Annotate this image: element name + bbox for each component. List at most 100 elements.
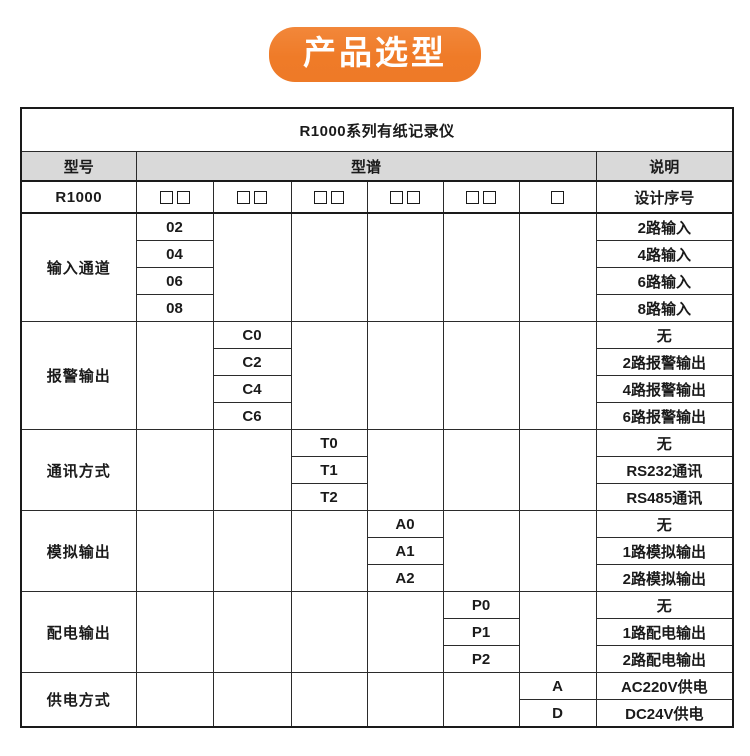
table-body: R1000系列有纸记录仪 型号 型谱 说明 R1000 设计序号 输入通道 02 2路输入 04 4… — [20, 107, 734, 728]
blank-cell — [366, 672, 444, 728]
table-row: 报警输出 C0 无 — [20, 321, 734, 430]
option-code: A2 — [366, 564, 444, 592]
slot-square — [176, 191, 190, 205]
blank-cell — [366, 212, 444, 322]
blank-cell — [442, 321, 520, 430]
option-description: 1路配电输出 — [595, 618, 734, 646]
header-spectrum: 型谱 — [135, 151, 597, 182]
table-row: C2 2路报警输出 — [21, 348, 734, 376]
option-code: C2 — [212, 348, 292, 376]
blank-cell — [442, 510, 520, 592]
table-title: R1000系列有纸记录仪 — [20, 107, 734, 152]
model-slot-4 — [366, 180, 444, 214]
table-row: T1 RS232通讯 — [21, 456, 734, 484]
option-description: 8路输入 — [595, 294, 734, 322]
product-selection-table: R1000系列有纸记录仪 型号 型谱 说明 R1000 设计序号 输入通道 02 2路输入 04 4… — [20, 107, 735, 728]
table-row: T2 RS485通讯 — [21, 483, 734, 511]
option-description: DC24V供电 — [595, 699, 734, 728]
option-code: C0 — [212, 321, 292, 349]
blank-cell — [518, 321, 597, 430]
option-description: 6路报警输出 — [595, 402, 734, 430]
option-code: 08 — [135, 294, 214, 322]
header-description: 说明 — [595, 151, 734, 182]
table-row: 供电方式 A AC220V供电 — [20, 672, 734, 728]
slot-square — [483, 191, 496, 205]
blank-cell — [212, 510, 292, 592]
table-row: C4 4路报警输出 — [21, 375, 734, 403]
option-code: A1 — [366, 537, 444, 565]
model-slot-5 — [442, 180, 520, 214]
blank-cell — [518, 510, 597, 592]
group-label-4: 模拟输出 — [20, 510, 137, 592]
model-row: R1000 设计序号 — [20, 180, 734, 214]
option-code: C4 — [212, 375, 292, 403]
table-row: 通讯方式 T0 无 — [20, 429, 734, 511]
group-label-5: 配电输出 — [20, 591, 137, 673]
option-code: 06 — [135, 267, 214, 295]
option-description: 2路模拟输出 — [595, 564, 734, 592]
blank-cell — [290, 212, 368, 322]
option-description: 4路报警输出 — [595, 375, 734, 403]
option-code: T1 — [290, 456, 368, 484]
group-label-6: 供电方式 — [20, 672, 137, 728]
slot-square — [551, 191, 564, 205]
blank-cell — [290, 591, 368, 673]
blank-cell — [366, 429, 444, 511]
blank-cell — [366, 591, 444, 673]
option-code: 04 — [135, 240, 214, 268]
blank-cell — [366, 321, 444, 430]
blank-cell — [442, 672, 520, 728]
blank-cell — [442, 212, 520, 322]
blank-cell — [518, 212, 597, 322]
option-code: A — [518, 672, 597, 700]
model-slot-2 — [212, 180, 292, 214]
group-label-3: 通讯方式 — [20, 429, 137, 511]
model-slot-6 — [518, 180, 597, 214]
model-description: 设计序号 — [595, 180, 734, 214]
option-description: 1路模拟输出 — [595, 537, 734, 565]
blank-cell — [135, 429, 214, 511]
option-code: D — [518, 699, 597, 728]
table-row: C6 6路报警输出 — [21, 402, 734, 430]
option-code: T2 — [290, 483, 368, 511]
option-code: 02 — [135, 212, 214, 241]
blank-cell — [290, 672, 368, 728]
blank-cell — [518, 591, 597, 673]
blank-cell — [212, 212, 292, 322]
option-code: A0 — [366, 510, 444, 538]
option-code: P0 — [442, 591, 520, 619]
option-description: 2路配电输出 — [595, 645, 734, 673]
option-description: 无 — [595, 510, 734, 538]
option-description: 无 — [595, 321, 734, 349]
blank-cell — [135, 510, 214, 592]
table-row: P2 2路配电输出 — [21, 645, 734, 673]
option-code: C6 — [212, 402, 292, 430]
blank-cell — [290, 321, 368, 430]
table-row: 模拟输出 A0 无 — [20, 510, 734, 592]
option-code: T0 — [290, 429, 368, 457]
blank-cell — [290, 510, 368, 592]
option-description: 无 — [595, 591, 734, 619]
option-code: P2 — [442, 645, 520, 673]
option-description: 2路报警输出 — [595, 348, 734, 376]
option-description: AC220V供电 — [595, 672, 734, 700]
model-slot-1 — [135, 180, 214, 214]
table-row: A2 2路模拟输出 — [21, 564, 734, 592]
group-label-2: 报警输出 — [20, 321, 137, 430]
slot-square — [390, 191, 403, 205]
option-description: 6路输入 — [595, 267, 734, 295]
header-model: 型号 — [20, 151, 137, 182]
table-row: 配电输出 P0 无 — [20, 591, 734, 673]
blank-cell — [212, 429, 292, 511]
slot-square — [254, 191, 267, 205]
blank-cell — [212, 672, 292, 728]
model-slot-3 — [290, 180, 368, 214]
page-title-banner: 产品选型 — [269, 27, 481, 82]
product-selection-table-wrap: R1000系列有纸记录仪 型号 型谱 说明 R1000 设计序号 输入通道 02 2路输入 04 4… — [20, 107, 735, 728]
option-description: 2路输入 — [595, 212, 734, 241]
slot-square — [237, 191, 250, 205]
blank-cell — [135, 591, 214, 673]
slot-square — [466, 191, 479, 205]
blank-cell — [212, 591, 292, 673]
option-description: RS232通讯 — [595, 456, 734, 484]
